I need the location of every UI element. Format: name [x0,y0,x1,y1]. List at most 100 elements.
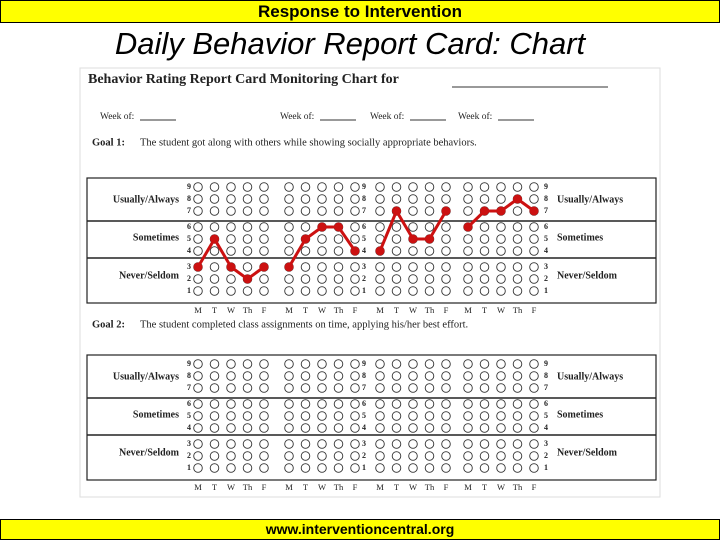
rating-bubble [463,274,473,284]
rating-bubble [463,206,473,216]
rating-bubble [209,206,220,216]
day-label: M [376,482,384,492]
rating-bubble [193,194,203,204]
rating-bubble [242,262,253,272]
rating-bubble [193,399,203,409]
rating-bubble [193,182,203,192]
scale-number: 9 [362,359,366,368]
rating-bubble [441,182,451,192]
rating-bubble [242,463,253,473]
rating-bubble [529,246,539,256]
day-label: W [409,305,417,315]
rating-bubble [391,411,402,421]
rating-bubble [496,194,506,204]
rating-bubble [333,463,344,473]
rating-bubble [284,371,294,381]
row-label: Sometimes [557,232,603,243]
day-label: T [394,305,400,315]
rating-bubble [209,371,220,381]
rating-bubble [512,371,523,381]
rating-bubble [424,463,435,473]
rating-bubble [242,411,253,421]
rating-bubble [284,399,294,409]
rating-bubble [226,234,236,244]
rating-bubble [350,371,360,381]
rating-bubble [259,246,269,256]
rating-bubble [333,286,344,296]
rating-bubble [242,451,253,461]
scale-number: 5 [544,411,548,420]
rating-bubble [350,262,360,272]
rating-bubble [512,182,523,192]
scale-number: 3 [187,262,191,271]
grid-box [86,177,657,304]
rating-bubble [350,274,360,284]
rating-bubble [479,359,490,369]
rating-point [350,246,360,256]
rating-bubble [284,286,294,296]
rating-bubble [424,286,435,296]
rating-bubble [242,371,253,381]
rating-bubble [300,371,311,381]
rating-bubble [242,222,253,232]
rating-bubble [300,463,311,473]
form-title: Behavior Rating Report Card Monitoring C… [88,72,399,87]
rating-bubble [226,439,236,449]
rating-bubble [408,222,418,232]
goal-label: Goal 2: [92,319,125,330]
rating-bubble [424,399,435,409]
row-label: Usually/Always [557,194,623,205]
scale-number: 1 [187,286,191,295]
rating-bubble [463,262,473,272]
rating-bubble [463,451,473,461]
row-label: Usually/Always [557,371,623,382]
rating-bubble [496,371,506,381]
day-label: Th [425,305,435,315]
rating-bubble [424,274,435,284]
rating-bubble [300,222,311,232]
rating-bubble [333,439,344,449]
rating-bubble [259,383,269,393]
rating-bubble [259,371,269,381]
day-label: F [532,305,537,315]
rating-bubble [333,182,344,192]
rating-bubble [424,371,435,381]
rating-bubble [441,286,451,296]
rating-bubble [317,274,327,284]
rating-bubble [512,246,523,256]
rating-bubble [300,399,311,409]
rating-bubble [391,194,402,204]
rating-bubble [209,411,220,421]
scale-number: 5 [362,411,366,420]
rating-bubble [441,371,451,381]
rating-bubble [226,222,236,232]
rating-bubble [259,451,269,461]
rating-bubble [300,451,311,461]
rating-bubble [193,206,203,216]
rating-bubble [479,234,490,244]
rating-bubble [391,234,402,244]
rating-point [425,234,434,244]
rating-bubble [333,274,344,284]
rating-bubble [242,439,253,449]
rating-bubble [333,411,344,421]
rating-bubble [512,222,523,232]
rating-point [334,222,343,232]
rating-bubble [512,262,523,272]
rating-bubble [226,274,236,284]
rating-point [226,262,236,272]
rating-bubble [284,439,294,449]
rating-bubble [242,206,253,216]
rating-bubble [441,222,451,232]
rating-bubble [193,286,203,296]
rating-bubble [333,359,344,369]
rating-bubble [463,371,473,381]
rating-bubble [479,411,490,421]
rating-bubble [408,194,418,204]
rating-bubble [529,182,539,192]
rating-bubble [441,234,451,244]
rating-bubble [193,463,203,473]
rating-bubble [479,439,490,449]
rating-bubble [209,423,220,433]
rating-bubble [529,262,539,272]
